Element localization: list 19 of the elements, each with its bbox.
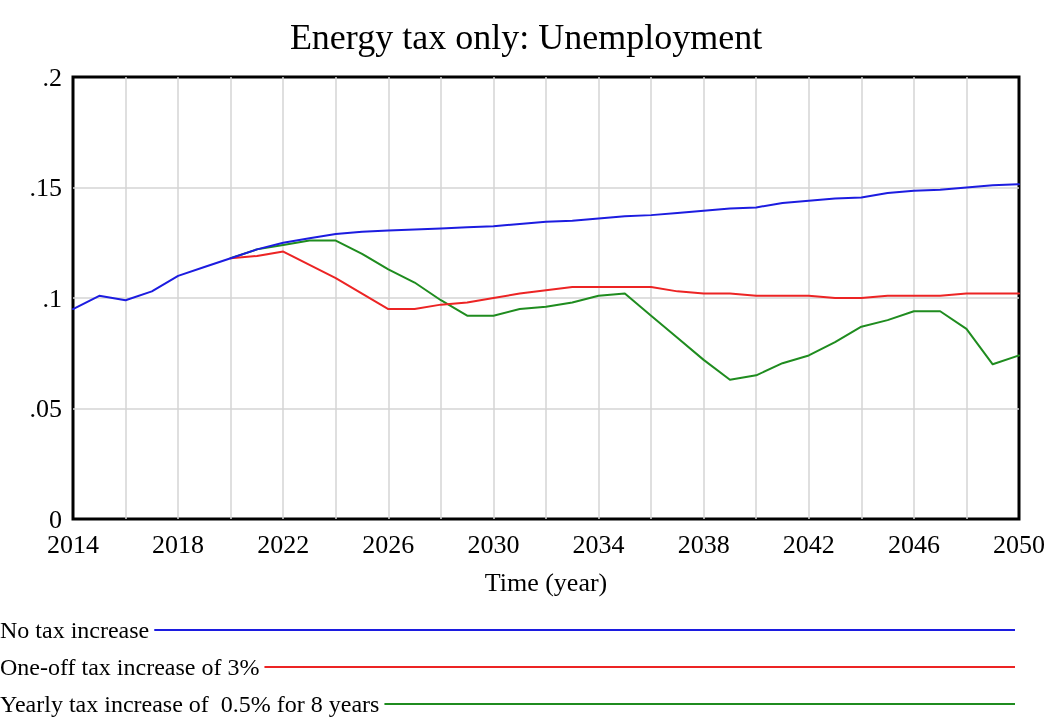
x-tick-label: 2030 [467,529,520,559]
x-tick-label: 2026 [362,529,415,559]
line-series [72,183,1020,311]
x-tick-label: 2042 [782,529,835,559]
x-tick-label: 2018 [152,529,205,559]
chart-title: Energy tax only: Unemployment [289,17,763,57]
x-axis-title: Time (year) [484,567,608,597]
y-tick-label: .1 [42,283,62,313]
x-tick-label: 2022 [257,529,310,559]
x-tick-label: 2038 [677,529,730,559]
y-tick-label: .05 [29,394,62,423]
x-tick-label: 2050 [993,529,1045,559]
x-tick-label: 2034 [572,529,625,559]
y-tick-label: .15 [29,173,62,202]
y-tick-label: .2 [42,62,62,92]
legend-label: Yearly tax increase of 0.5% for 8 years [0,691,380,717]
legend-label: One-off tax increase of 3% [0,654,260,680]
x-tick-label: 2046 [887,529,940,559]
legend-label: No tax increase [0,617,150,643]
